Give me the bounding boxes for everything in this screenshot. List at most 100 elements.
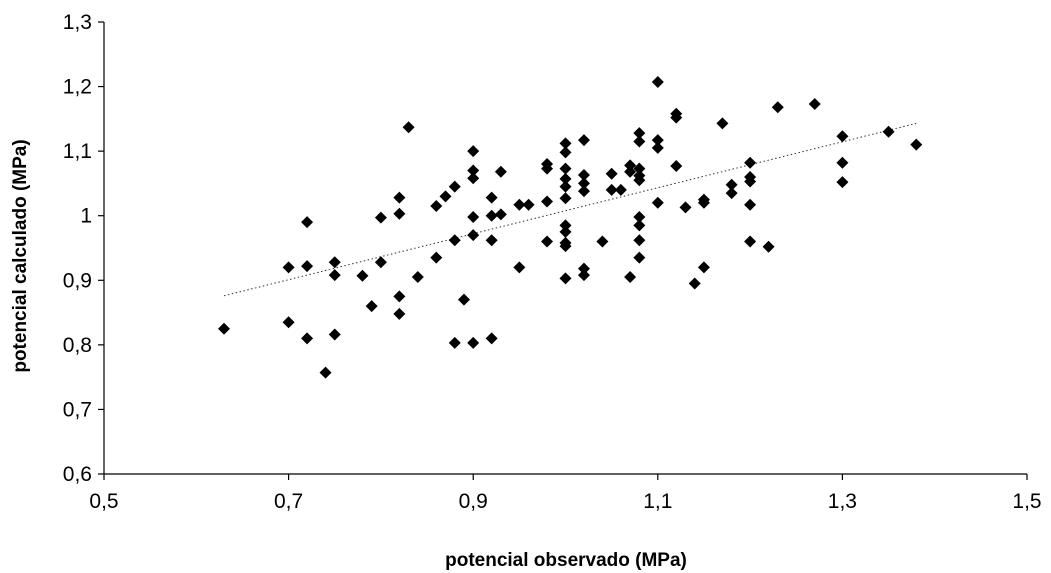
data-point <box>467 211 480 224</box>
y-tick-label: 1,3 <box>63 11 92 34</box>
tick-labels: 0,5 0,7 0,9 1,1 1,3 1,5 0,6 0,7 0,8 0,9 1 1,1 1,2 1,3 <box>63 11 1042 513</box>
data-point <box>365 300 378 313</box>
data-point <box>633 234 646 247</box>
data-point <box>836 130 849 143</box>
data-point <box>559 137 572 150</box>
trendline-group <box>223 122 917 297</box>
data-point <box>393 191 406 204</box>
data-point <box>716 117 729 130</box>
data-point <box>522 198 535 211</box>
data-point <box>651 134 664 147</box>
data-point <box>319 366 332 379</box>
data-point <box>633 219 646 232</box>
data-point <box>577 169 590 182</box>
data-point <box>301 332 314 345</box>
data-point <box>559 225 572 238</box>
data-point <box>605 167 618 180</box>
data-point <box>633 135 646 148</box>
data-point <box>670 111 683 124</box>
data-point <box>374 256 387 269</box>
data-point <box>577 134 590 147</box>
data-point <box>651 141 664 154</box>
data-point <box>559 146 572 159</box>
data-point <box>328 269 341 282</box>
data-point <box>633 211 646 224</box>
data-point <box>725 187 738 200</box>
data-point <box>402 121 415 134</box>
y-tick-label: 0,9 <box>63 269 92 292</box>
data-point <box>448 234 461 247</box>
data-point <box>559 240 572 253</box>
x-tick-label: 0,5 <box>89 490 118 513</box>
data-point <box>328 328 341 341</box>
data-point <box>697 261 710 274</box>
data-point <box>393 290 406 303</box>
data-point <box>697 196 710 209</box>
data-point <box>651 76 664 89</box>
x-tick-label: 1,1 <box>643 490 672 513</box>
data-point <box>328 256 341 269</box>
data-point <box>301 260 314 273</box>
data-point <box>485 209 498 222</box>
data-point <box>541 195 554 208</box>
data-point <box>430 251 443 264</box>
data-point <box>688 277 701 290</box>
data-point <box>485 332 498 345</box>
data-point <box>651 196 664 209</box>
data-point <box>356 269 369 282</box>
data-point <box>614 183 627 196</box>
data-point <box>559 162 572 175</box>
data-point <box>882 125 895 138</box>
data-point <box>494 208 507 221</box>
data-point <box>633 251 646 264</box>
data-point <box>485 191 498 204</box>
data-point <box>559 219 572 232</box>
data-point <box>541 162 554 175</box>
data-point <box>485 234 498 247</box>
data-point <box>744 235 757 248</box>
data-point <box>836 176 849 189</box>
data-point <box>633 174 646 187</box>
x-axis-title: potencial observado (MPa) <box>445 550 687 571</box>
data-point <box>836 156 849 169</box>
data-point <box>559 172 572 185</box>
data-point <box>725 178 738 191</box>
data-point <box>513 261 526 274</box>
trendline <box>223 122 917 297</box>
data-point <box>744 156 757 169</box>
data-point <box>744 198 757 211</box>
axes <box>98 21 1028 480</box>
data-point <box>467 164 480 177</box>
data-point <box>596 235 609 248</box>
y-tick-label: 0,8 <box>63 334 92 357</box>
y-tick-label: 1 <box>80 205 92 228</box>
data-point <box>559 272 572 285</box>
data-points <box>217 76 923 379</box>
data-point <box>910 138 923 151</box>
x-tick-label: 1,3 <box>828 490 857 513</box>
data-point <box>808 98 821 111</box>
data-point <box>467 336 480 349</box>
data-point <box>670 159 683 172</box>
data-point <box>217 322 230 335</box>
x-tick-label: 0,7 <box>274 490 303 513</box>
data-point <box>679 201 692 214</box>
data-point <box>624 165 637 178</box>
data-point <box>439 190 452 203</box>
data-point <box>624 159 637 172</box>
data-point <box>771 101 784 114</box>
data-point <box>559 180 572 193</box>
data-point <box>577 177 590 190</box>
data-point <box>467 145 480 158</box>
y-tick-label: 0,7 <box>63 398 92 421</box>
data-point <box>393 307 406 320</box>
y-tick-label: 0,6 <box>63 463 92 486</box>
x-tick-label: 0,9 <box>459 490 488 513</box>
data-point <box>633 162 646 175</box>
data-point <box>430 200 443 213</box>
data-point <box>374 211 387 224</box>
data-point <box>605 183 618 196</box>
data-point <box>577 262 590 275</box>
data-point <box>577 269 590 282</box>
